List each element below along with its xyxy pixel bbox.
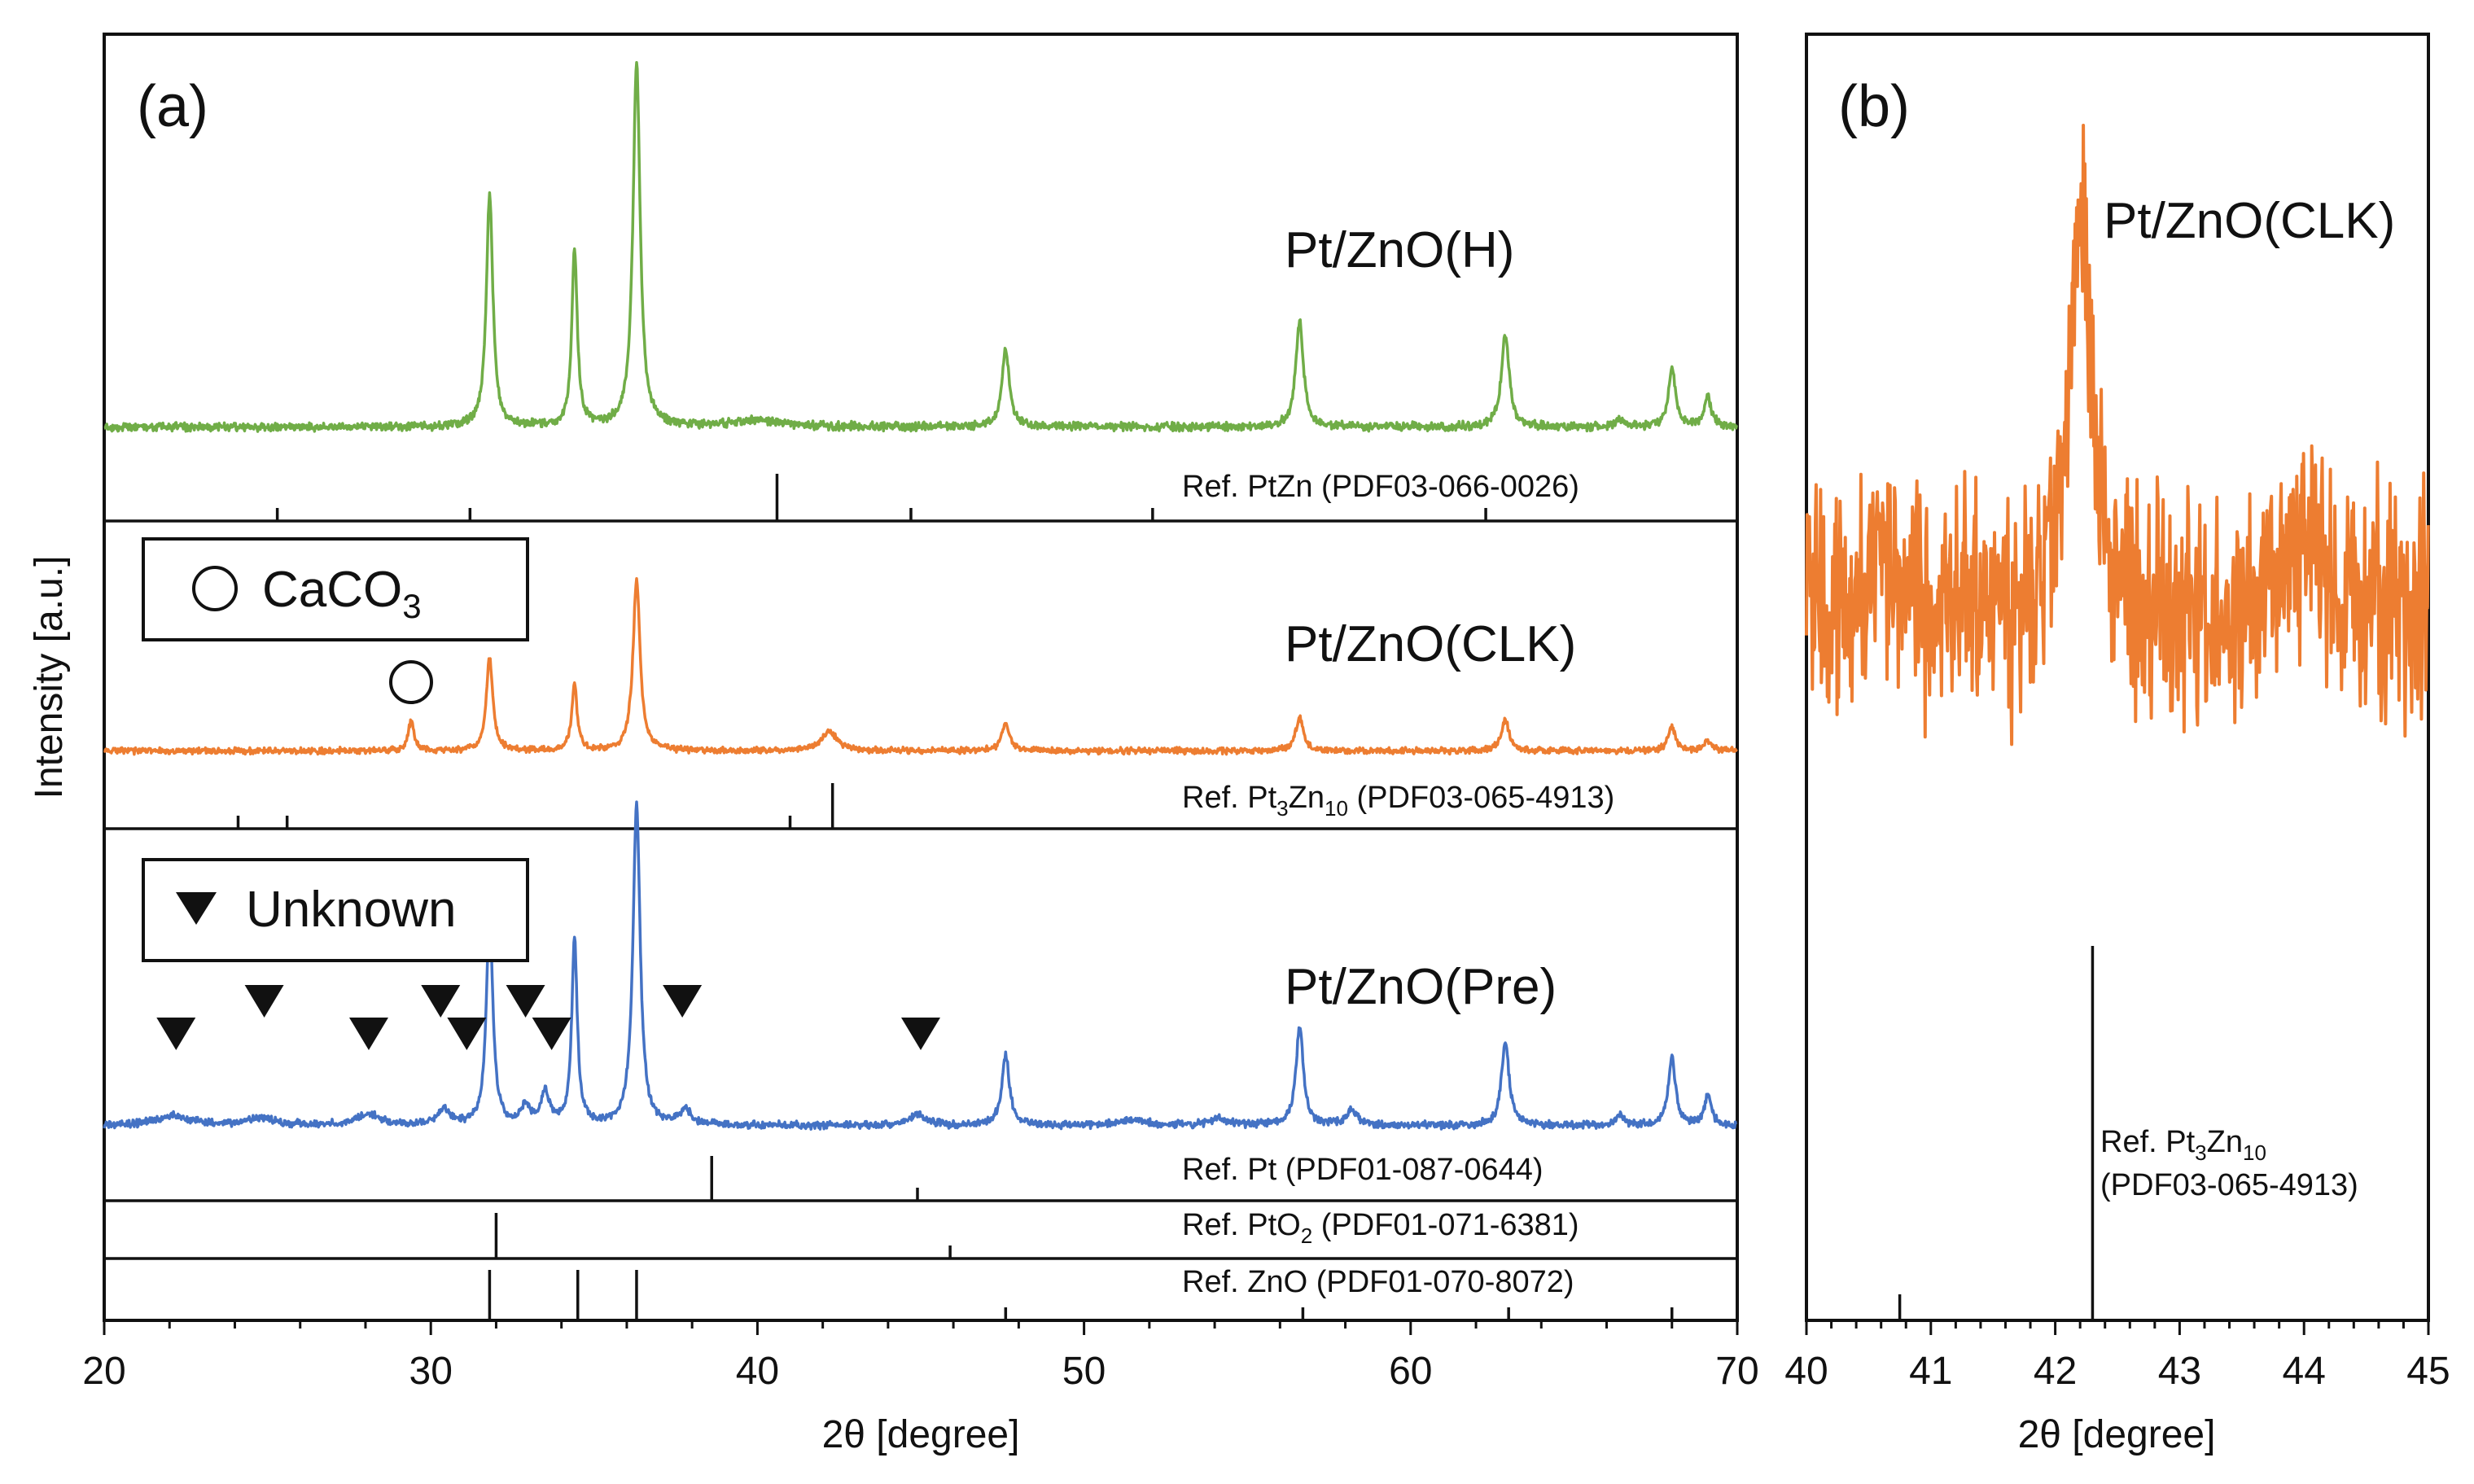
ref-label-pt3zn10: Ref. Pt3Zn10 (PDF03-065-4913) — [1182, 781, 1614, 821]
ref-pt3zn10-sub1: 3 — [1276, 796, 1288, 821]
series-line-2 — [103, 800, 1738, 1131]
triangle-marker-icon — [176, 892, 217, 925]
ref-b-pre: Ref. Pt — [2100, 1125, 2196, 1159]
x-tick-label-a: 50 — [1062, 1350, 1106, 1393]
ref-pto2-pre: Ref. PtO — [1182, 1208, 1301, 1242]
x-axis-b: 40 41 42 43 44 45 — [1784, 1320, 2450, 1393]
x-tick-label-a: 20 — [82, 1350, 125, 1393]
x-tick-label-b: 44 — [2283, 1350, 2326, 1393]
ref-label-b-line1: Ref. Pt3Zn10 — [2100, 1125, 2266, 1165]
sample-label-b: Pt/ZnO(CLK) — [2104, 193, 2395, 249]
panel-b-frame — [1805, 33, 2430, 1322]
ref-pt3zn10-mid: Zn — [1289, 781, 1325, 815]
unknown-marker-3 — [421, 985, 461, 1018]
panel-a-label: (a) — [137, 74, 208, 139]
legend-caco3-sub: 3 — [402, 587, 421, 625]
reference-lines-a — [236, 474, 1674, 1320]
unknown-marker-1 — [244, 985, 284, 1018]
unknown-marker-0 — [156, 1018, 196, 1050]
legend-caco3-label: CaCO3 — [262, 562, 422, 625]
series-line-1 — [103, 576, 1738, 756]
legend-unknown-label: Unknown — [246, 882, 456, 938]
x-tick-label-b: 40 — [1784, 1350, 1828, 1393]
x-tick-label-a: 70 — [1715, 1350, 1758, 1393]
ref-pt3zn10-pre: Ref. Pt — [1182, 781, 1277, 815]
ref-b-mid: Zn — [2207, 1125, 2243, 1159]
x-tick-label-b: 43 — [2158, 1350, 2201, 1393]
panel-b: 40 41 42 43 44 45 (b) Pt/ZnO(CLK) Ref. Pt3Zn1… — [1784, 33, 2450, 1456]
reference-lines-b — [1898, 946, 2095, 1320]
sample-label-clk: Pt/ZnO(CLK) — [1285, 616, 1576, 672]
ref-b-sub1: 3 — [2195, 1140, 2206, 1165]
x-tick-label-a: 30 — [409, 1350, 453, 1393]
unknown-marker-6 — [532, 1018, 571, 1050]
panel-a-frame — [103, 33, 1739, 1322]
legend-caco3-pre: CaCO — [262, 562, 402, 618]
x-axis-label-a: 2θ [degree] — [822, 1413, 1020, 1456]
ref-label-pto2: Ref. PtO2 (PDF01-071-6381) — [1182, 1208, 1579, 1248]
x-tick-label-a: 60 — [1389, 1350, 1432, 1393]
panel-a: 20 30 40 50 60 70 (a) Pt/ZnO(H) Pt/ZnO(CLK) P… — [28, 33, 1759, 1456]
ref-b-sub2: 10 — [2243, 1140, 2266, 1165]
ref-pt3zn10-sub2: 10 — [1325, 796, 1348, 821]
unknown-marker-4 — [447, 1018, 487, 1050]
x-tick-label-b: 41 — [1909, 1350, 1952, 1393]
sample-label-pre: Pt/ZnO(Pre) — [1285, 959, 1557, 1015]
unknown-marker-5 — [506, 985, 545, 1018]
x-axis-label-b: 2θ [degree] — [2018, 1413, 2216, 1456]
x-axis-a: 20 30 40 50 60 70 — [82, 1320, 1759, 1393]
ref-pto2-sub: 2 — [1301, 1224, 1312, 1248]
y-axis-label: Intensity [a.u.] — [28, 556, 71, 799]
series-line-b — [1805, 124, 2430, 746]
legend-caco3-box — [142, 537, 529, 641]
sample-label-h: Pt/ZnO(H) — [1285, 222, 1514, 278]
legend-unknown: Unknown — [142, 858, 529, 962]
unknown-marker-2 — [348, 1018, 388, 1050]
legend-unknown-box — [142, 858, 529, 962]
caco3-peak-marker-icon — [389, 660, 433, 704]
legend-caco3: CaCO3 — [142, 537, 529, 641]
unknown-markers — [156, 985, 940, 1050]
unknown-marker-8 — [901, 1018, 940, 1050]
x-tick-label-b: 45 — [2406, 1350, 2450, 1393]
ref-pt3zn10-post: (PDF03-065-4913) — [1348, 781, 1614, 815]
circle-marker-icon — [192, 566, 238, 611]
ref-label-zno: Ref. ZnO (PDF01-070-8072) — [1182, 1265, 1574, 1299]
x-tick-label-a: 40 — [736, 1350, 779, 1393]
ref-label-pt: Ref. Pt (PDF01-087-0644) — [1182, 1153, 1544, 1187]
curves-a — [103, 61, 1738, 1131]
unknown-marker-7 — [663, 985, 703, 1018]
series-line-0 — [103, 61, 1738, 433]
ref-label-ptzn: Ref. PtZn (PDF03-066-0026) — [1182, 470, 1579, 504]
x-tick-label-b: 42 — [2034, 1350, 2077, 1393]
panel-b-label: (b) — [1838, 74, 1910, 139]
ref-label-b-line2: (PDF03-065-4913) — [2100, 1168, 2358, 1202]
ref-pto2-post: (PDF01-071-6381) — [1312, 1208, 1579, 1242]
curves-b — [1805, 124, 2430, 746]
